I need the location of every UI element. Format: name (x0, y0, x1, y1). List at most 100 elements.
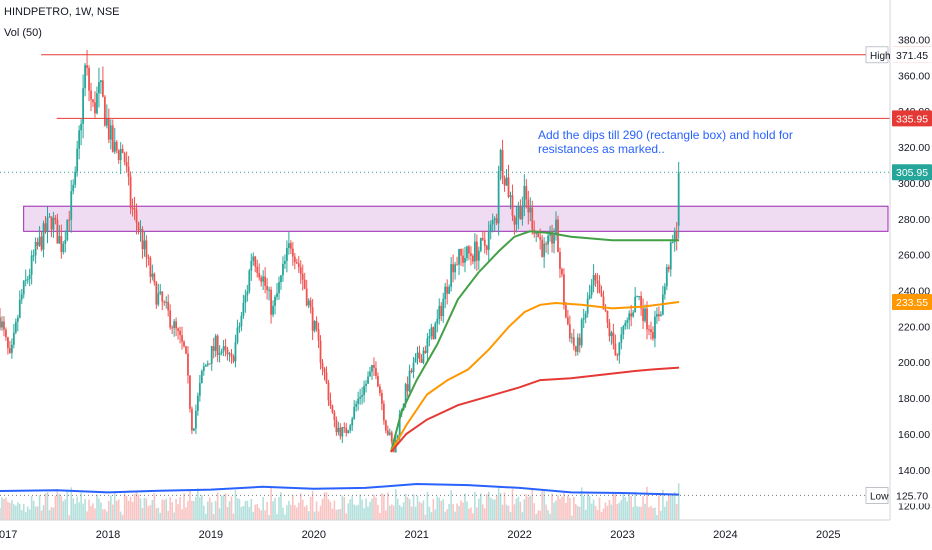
candle-body (576, 337, 579, 352)
volume-bar (133, 493, 136, 520)
volume-bar (84, 498, 86, 520)
volume-bar (594, 505, 597, 520)
candle-body (187, 353, 189, 376)
volume-bar (244, 501, 247, 520)
last-price-tag (892, 164, 932, 181)
volume-bar (28, 509, 31, 520)
volume-bar (98, 498, 100, 520)
candle-body (535, 231, 538, 234)
candle-body (563, 274, 565, 306)
candle-body (632, 312, 635, 317)
time-tick-label: 2020 (302, 529, 326, 541)
candle-body (109, 125, 112, 140)
candle-body (202, 366, 205, 371)
candle-body (236, 327, 239, 343)
candle-body (416, 352, 419, 358)
volume-bar (76, 496, 78, 520)
volume-bar (127, 500, 130, 520)
candle-body (28, 274, 31, 280)
volume-bar (11, 500, 13, 520)
support-zone[interactable] (23, 205, 889, 232)
volume-bar (92, 503, 94, 520)
resistance-lines[interactable] (0, 54, 890, 496)
candle-body (216, 335, 219, 355)
volume-bar (450, 490, 452, 520)
candle-body (123, 153, 126, 162)
candle-body (149, 257, 152, 277)
volume-bar (226, 507, 229, 520)
volume-bar (574, 504, 577, 520)
candle-body (200, 370, 203, 384)
candle-body (68, 219, 71, 221)
candle-body (153, 273, 156, 283)
volume-bar (189, 488, 191, 520)
candle-body (343, 427, 346, 429)
volume-bar (64, 499, 67, 520)
volume-bar (333, 500, 336, 520)
volume-bar (197, 488, 199, 520)
candle-body (473, 241, 476, 262)
candle-body (604, 309, 607, 311)
volume-bars (0, 483, 680, 520)
volume-bar (234, 490, 237, 520)
chart-annotation[interactable]: Add the dips till 290 (rectangle box) an… (538, 128, 793, 156)
volume-bar (60, 496, 63, 520)
volume-bar (521, 512, 524, 520)
volume-bar (596, 510, 599, 520)
volume-bar (268, 515, 270, 520)
volume-bar (664, 506, 666, 520)
volume-bar (485, 494, 488, 520)
candle-body (408, 370, 411, 392)
volume-bar (598, 497, 601, 520)
candle-body (596, 280, 599, 284)
volume-bar (460, 500, 462, 520)
candle-body (278, 282, 280, 294)
time-tick-label: 2017 (0, 529, 17, 541)
volume-bar (311, 490, 314, 520)
candle-body (337, 427, 340, 433)
candle-body (335, 419, 338, 433)
volume-bar (121, 514, 124, 520)
candle-body (515, 217, 518, 225)
volume-bar (630, 495, 632, 520)
candle-body (572, 337, 575, 347)
volume-bar (24, 512, 27, 520)
candle-body (527, 199, 530, 213)
candle-body (537, 231, 540, 238)
volume-bar (507, 505, 510, 520)
candle-body (375, 367, 377, 376)
candle-body (351, 418, 354, 426)
candle-body (198, 383, 201, 396)
candle-body (327, 382, 330, 401)
candle-body (46, 217, 49, 233)
volume-indicator-label[interactable]: Vol (50) (4, 27, 42, 39)
volume-bar (274, 497, 276, 520)
candle-body (452, 264, 455, 273)
candle-body (295, 262, 298, 264)
symbol-title[interactable]: HINDPETRO, 1W, NSE (4, 6, 120, 18)
volume-bar (462, 502, 464, 520)
candle-body (52, 217, 55, 230)
volume-bar (13, 504, 15, 520)
candle-body (547, 235, 549, 245)
candle-body (165, 301, 168, 303)
candle-body (305, 288, 308, 306)
volume-bar (42, 505, 45, 520)
volume-bar (94, 508, 96, 520)
support-zone-box[interactable] (23, 205, 889, 232)
high-value: 371.45 (896, 50, 928, 62)
volume-bar (634, 491, 636, 520)
volume-bar (349, 499, 352, 520)
candle-body (244, 295, 247, 303)
volume-bar (74, 503, 76, 520)
volume-bar (569, 497, 571, 520)
candle-body (196, 395, 199, 411)
volume-bar (195, 496, 197, 520)
candle-body (329, 400, 332, 406)
price-tick-label: 260.00 (898, 250, 930, 262)
volume-bar (106, 511, 108, 520)
volume-bar (446, 509, 448, 520)
candle-body (301, 273, 304, 280)
candle-body (88, 67, 90, 91)
